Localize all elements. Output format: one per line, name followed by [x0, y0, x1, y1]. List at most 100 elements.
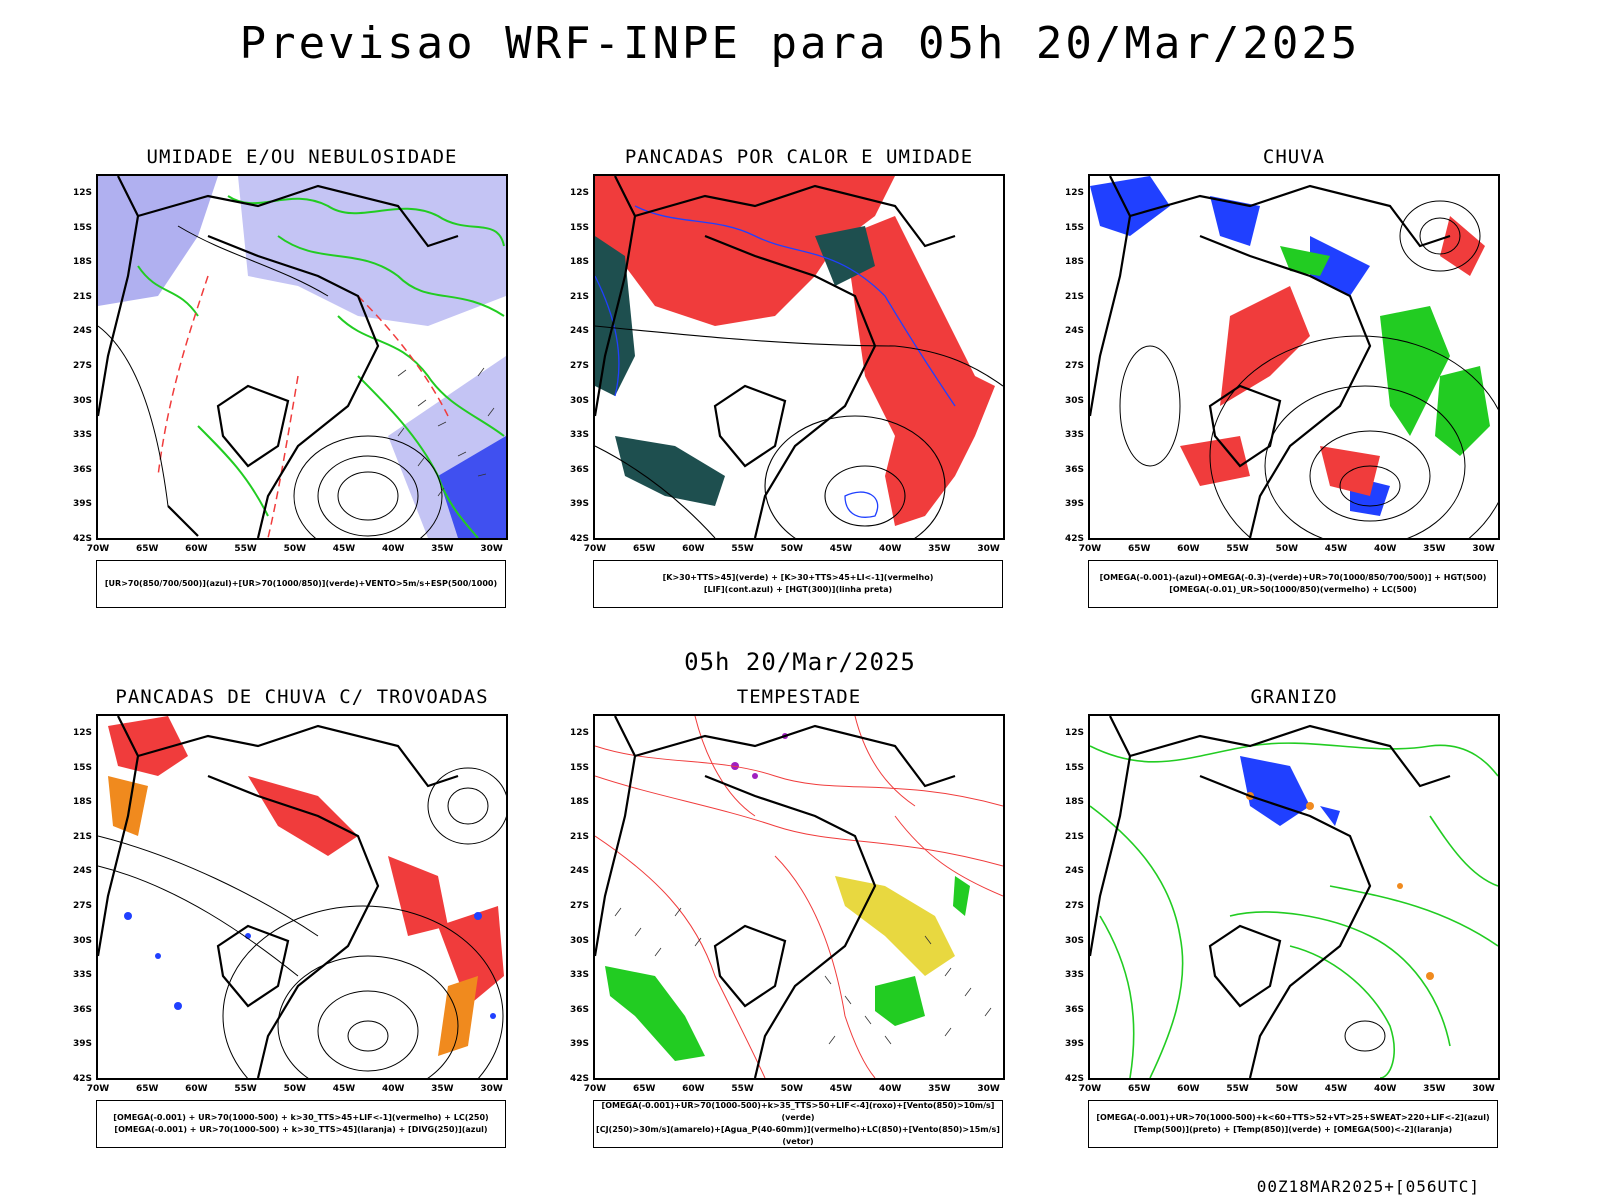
lon-tick-label: 55W: [234, 544, 257, 554]
lat-tick-label: 24S: [72, 326, 92, 337]
lat-tick-label: 24S: [1064, 866, 1084, 877]
lat-tick-label: 42S: [569, 534, 589, 544]
main-title: Previsao WRF-INPE para 05h 20/Mar/2025: [239, 18, 1361, 69]
lat-tick-label: 12S: [72, 188, 92, 198]
lon-tick-label: 55W: [234, 1084, 257, 1094]
lon-tick-label: 50W: [1275, 1084, 1299, 1094]
map-graphic: [1090, 716, 1498, 1078]
lon-tick-label: 35W: [928, 544, 951, 554]
lon-tick-label: 65W: [632, 1084, 656, 1094]
lat-tick-label: 39S: [72, 499, 92, 510]
run-footer: 00Z18MAR2025+[056UTC]: [1256, 1177, 1480, 1196]
lon-tick-label: 30W: [1472, 544, 1495, 554]
lat-tick-label: 18S: [569, 257, 589, 268]
lat-tick-label: 30S: [1064, 395, 1084, 406]
legend-line-1: [UR>70(850/700/500)](azul)+[UR>70(1000/8…: [104, 579, 498, 588]
lat-tick-label: 33S: [1064, 430, 1084, 441]
lon-tick-label: 45W: [1324, 1084, 1348, 1094]
lon-tick-label: 45W: [332, 1084, 356, 1094]
lon-tick-label: 45W: [332, 544, 356, 554]
panel-title: CHUVA: [1262, 146, 1326, 168]
legend-line-2: [OMEGA(-0.01)_UR>50(1000/850)(vermelho) …: [1169, 585, 1417, 594]
lon-tick-label: 50W: [780, 1084, 804, 1094]
legend-line-2: [CJ(250)>30m/s](amarelo)+[Agua_P(40-60mm…: [596, 1125, 1000, 1146]
lat-tick-label: 15S: [1064, 222, 1084, 233]
lon-tick-label: 60W: [185, 1084, 208, 1094]
lon-tick-label: 40W: [878, 1084, 902, 1094]
lat-tick-label: 36S: [569, 464, 589, 475]
lat-tick-label: 21S: [72, 831, 92, 842]
lon-tick-label: 55W: [1226, 544, 1249, 554]
lat-tick-label: 12S: [1064, 728, 1084, 738]
lat-tick-label: 24S: [569, 326, 589, 337]
lon-tick-label: 45W: [829, 1084, 853, 1094]
lat-tick-label: 12S: [72, 728, 92, 738]
lat-tick-label: 30S: [569, 935, 589, 946]
lon-tick-label: 55W: [1226, 1084, 1249, 1094]
lon-tick-label: 30W: [977, 544, 1000, 554]
lon-tick-label: 60W: [682, 1084, 705, 1094]
lon-tick-label: 40W: [1373, 544, 1397, 554]
lon-tick-label: 40W: [381, 544, 405, 554]
legend-line-1: [K>30+TTS>45](verde) + [K>30+TTS>45+LI<-…: [662, 573, 934, 582]
forecast-map: [96, 714, 508, 1080]
lat-tick-label: 39S: [1064, 1039, 1084, 1050]
lon-tick-label: 65W: [1127, 1084, 1151, 1094]
lat-tick-label: 27S: [72, 361, 92, 371]
panel-title: TEMPESTADE: [736, 686, 862, 708]
panel-legend: [OMEGA(-0.001)+UR>70(1000-500)+k>35_TTS>…: [593, 1100, 1003, 1148]
lon-tick-label: 60W: [1177, 1084, 1200, 1094]
map-graphic: [1090, 176, 1498, 538]
panel-title: PANCADAS DE CHUVA C/ TROVOADAS: [115, 686, 489, 708]
lon-tick-label: 35W: [928, 1084, 951, 1094]
lon-tick-label: 40W: [878, 544, 902, 554]
lat-tick-label: 27S: [1064, 361, 1084, 371]
lat-tick-label: 33S: [1064, 970, 1084, 981]
legend-line-1: [OMEGA(-0.001)+UR>70(1000-500)+k>35_TTS>…: [601, 1101, 995, 1122]
lon-tick-label: 35W: [1423, 544, 1446, 554]
lon-tick-label: 70W: [86, 1084, 110, 1094]
lat-tick-label: 33S: [569, 430, 589, 441]
lat-tick-label: 12S: [569, 188, 589, 198]
lon-tick-label: 60W: [185, 544, 208, 554]
lat-tick-label: 42S: [569, 1074, 589, 1084]
legend-line-2: [Temp(500)](preto) + [Temp(850)](verde) …: [1133, 1125, 1453, 1134]
lat-tick-label: 21S: [569, 831, 589, 842]
legend-line-1: [OMEGA(-0.001) + UR>70(1000-500) + k>30_…: [113, 1113, 489, 1122]
forecast-map: [1088, 714, 1500, 1080]
lat-tick-label: 30S: [72, 935, 92, 946]
lat-tick-label: 30S: [569, 395, 589, 406]
lon-tick-label: 50W: [283, 544, 307, 554]
lat-tick-label: 18S: [72, 797, 92, 808]
lat-tick-label: 21S: [1064, 831, 1084, 842]
lat-tick-label: 27S: [569, 361, 589, 371]
lon-tick-label: 65W: [1127, 544, 1151, 554]
lat-tick-label: 27S: [1064, 901, 1084, 911]
lat-tick-label: 36S: [1064, 1004, 1084, 1015]
lon-tick-label: 45W: [1324, 544, 1348, 554]
lat-tick-label: 39S: [569, 499, 589, 510]
forecast-map: [1088, 174, 1500, 540]
legend-line-2: [LIF](cont.azul) + [HGT(300)](linha pret…: [703, 585, 893, 594]
lat-tick-label: 27S: [72, 901, 92, 911]
lon-tick-label: 35W: [431, 1084, 454, 1094]
lat-tick-label: 36S: [1064, 464, 1084, 475]
lon-tick-label: 65W: [135, 1084, 159, 1094]
lat-tick-label: 18S: [569, 797, 589, 808]
lat-tick-label: 18S: [1064, 797, 1084, 808]
lat-tick-label: 21S: [72, 291, 92, 302]
lon-tick-label: 40W: [1373, 1084, 1397, 1094]
panel-legend: [UR>70(850/700/500)](azul)+[UR>70(1000/8…: [96, 560, 506, 608]
panel-legend: [K>30+TTS>45](verde) + [K>30+TTS>45+LI<-…: [593, 560, 1003, 608]
lat-tick-label: 24S: [569, 866, 589, 877]
lat-tick-label: 36S: [72, 1004, 92, 1015]
lon-tick-label: 40W: [381, 1084, 405, 1094]
lon-tick-label: 55W: [731, 544, 754, 554]
lat-tick-label: 15S: [72, 762, 92, 773]
lon-tick-label: 70W: [1078, 544, 1102, 554]
lat-tick-label: 15S: [1064, 762, 1084, 773]
lon-tick-label: 30W: [480, 544, 503, 554]
panel-legend: [OMEGA(-0.001) + UR>70(1000-500) + k>30_…: [96, 1100, 506, 1148]
legend-line-2: [OMEGA(-0.001) + UR>70(1000-500) + k>30_…: [114, 1125, 488, 1134]
map-graphic: [595, 716, 1003, 1078]
